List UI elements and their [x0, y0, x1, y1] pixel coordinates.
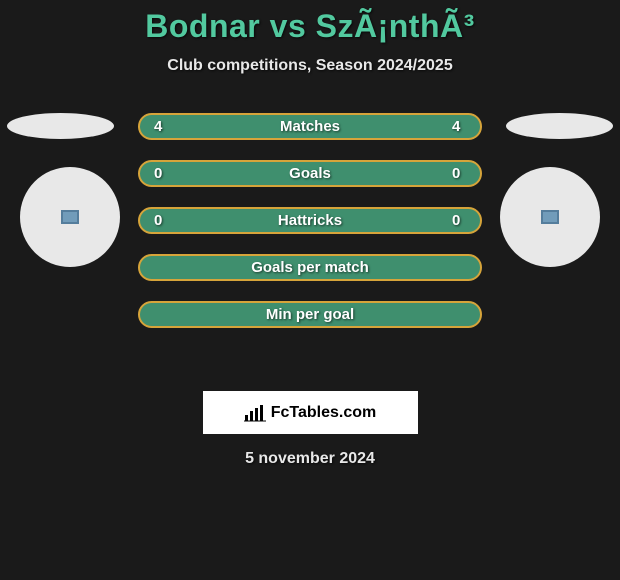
placeholder-badge-icon — [541, 210, 559, 224]
player-circle-right — [500, 167, 600, 267]
stat-label: Matches — [168, 118, 452, 135]
placeholder-badge-icon — [61, 210, 79, 224]
player-ellipse-left — [7, 113, 114, 139]
stat-row: 0Hattricks0 — [138, 207, 482, 234]
bar-chart-icon — [244, 404, 266, 422]
player-circle-left — [20, 167, 120, 267]
stat-row: 4Matches4 — [138, 113, 482, 140]
stat-value-left: 0 — [154, 165, 168, 182]
infographic-root: Bodnar vs SzÃ¡nthÃ³ Club competitions, S… — [0, 0, 620, 468]
stat-label: Goals per match — [154, 259, 466, 276]
stat-label: Min per goal — [154, 306, 466, 323]
stat-label: Goals — [168, 165, 452, 182]
stat-row: Goals per match — [138, 254, 482, 281]
stat-value-left: 4 — [154, 118, 168, 135]
stat-value-left: 0 — [154, 212, 168, 229]
date-line: 5 november 2024 — [0, 450, 620, 468]
stat-row: Min per goal — [138, 301, 482, 328]
footer-brand-box: FcTables.com — [203, 391, 418, 434]
stat-label: Hattricks — [168, 212, 452, 229]
main-area: 4Matches40Goals00Hattricks0Goals per mat… — [0, 113, 620, 373]
page-title: Bodnar vs SzÃ¡nthÃ³ — [0, 8, 620, 45]
stat-rows: 4Matches40Goals00Hattricks0Goals per mat… — [138, 113, 482, 328]
player-ellipse-right — [506, 113, 613, 139]
stat-value-right: 0 — [452, 212, 466, 229]
subtitle: Club competitions, Season 2024/2025 — [0, 57, 620, 75]
footer-brand-text: FcTables.com — [271, 404, 377, 422]
stat-row: 0Goals0 — [138, 160, 482, 187]
stat-value-right: 4 — [452, 118, 466, 135]
footer-logo: FcTables.com — [244, 404, 377, 422]
stat-value-right: 0 — [452, 165, 466, 182]
